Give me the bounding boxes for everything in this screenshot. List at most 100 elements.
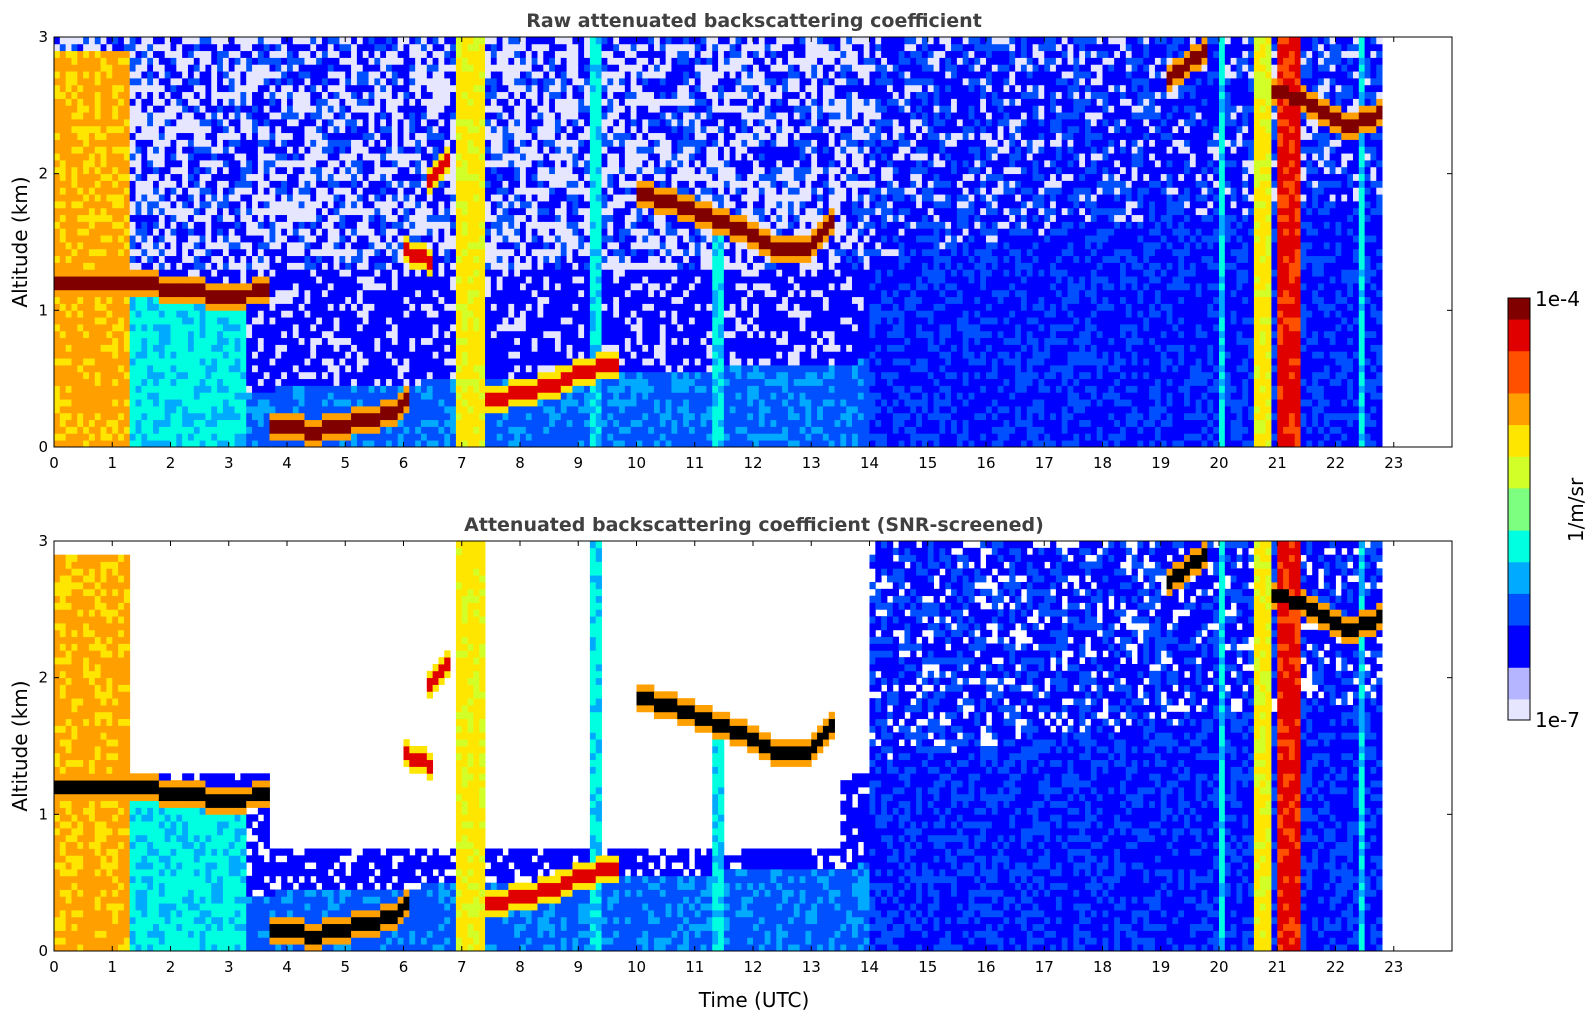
heatmap-cell xyxy=(281,385,288,393)
heatmap-cell xyxy=(217,337,224,345)
heatmap-cell xyxy=(118,166,125,175)
heatmap-cell xyxy=(59,132,67,140)
heatmap-cell xyxy=(217,119,224,127)
heatmap-cell xyxy=(485,214,492,222)
heatmap-cell xyxy=(287,153,294,161)
heatmap-cell xyxy=(106,119,113,127)
heatmap-cell xyxy=(514,71,521,79)
heatmap-cell xyxy=(141,406,148,414)
heatmap-cell xyxy=(281,344,288,352)
heatmap-cell xyxy=(485,37,492,45)
heatmap-cell xyxy=(298,426,305,434)
heatmap-cell xyxy=(94,262,102,270)
heatmap-cell xyxy=(77,166,84,175)
heatmap-cell xyxy=(287,105,294,113)
heatmap-cell xyxy=(170,351,177,359)
heatmap-cell xyxy=(88,160,96,168)
heatmap-cell xyxy=(345,296,352,304)
heatmap-cell xyxy=(327,207,335,216)
heatmap-cell xyxy=(106,166,113,175)
heatmap-cell xyxy=(257,344,265,352)
heatmap-cell xyxy=(333,37,340,45)
heatmap-cell xyxy=(374,132,381,140)
heatmap-cell xyxy=(520,173,527,181)
heatmap-cell xyxy=(485,71,492,79)
heatmap-cell xyxy=(362,440,369,448)
heatmap-cell xyxy=(426,440,434,448)
heatmap-cell xyxy=(490,201,498,209)
heatmap-cell xyxy=(479,119,486,127)
heatmap-cell xyxy=(391,180,399,188)
heatmap-cell xyxy=(496,440,503,448)
heatmap-cell xyxy=(211,378,218,386)
heatmap-cell xyxy=(444,37,451,45)
heatmap-cell xyxy=(281,201,288,209)
heatmap-cell xyxy=(415,406,422,414)
heatmap-cell xyxy=(368,64,375,72)
heatmap-cell xyxy=(310,180,317,188)
heatmap-cell xyxy=(415,317,422,325)
heatmap-cell xyxy=(123,310,131,318)
heatmap-cell xyxy=(106,91,113,99)
heatmap-cell xyxy=(100,378,107,386)
heatmap-cell xyxy=(71,303,78,311)
heatmap-cell xyxy=(187,276,195,284)
heatmap-cell xyxy=(83,351,90,359)
heatmap-cell xyxy=(228,412,235,421)
heatmap-cell xyxy=(240,37,247,45)
heatmap-cell xyxy=(287,180,294,188)
heatmap-cell xyxy=(461,71,468,79)
heatmap-cell xyxy=(380,132,387,140)
heatmap-cell xyxy=(269,173,276,181)
heatmap-cell xyxy=(269,365,276,373)
heatmap-cell xyxy=(316,91,323,99)
heatmap-cell xyxy=(187,242,195,250)
heatmap-cell xyxy=(59,255,67,263)
heatmap-cell xyxy=(170,255,177,263)
heatmap-cell xyxy=(269,71,276,79)
heatmap-cell xyxy=(187,214,195,222)
heatmap-cell xyxy=(77,64,84,72)
heatmap-cell xyxy=(217,201,224,209)
heatmap-cell xyxy=(438,296,445,304)
heatmap-cell xyxy=(420,255,428,263)
heatmap-cell xyxy=(263,344,270,352)
heatmap-cell xyxy=(426,105,434,113)
heatmap-cell xyxy=(118,228,125,236)
heatmap-cell xyxy=(391,71,399,79)
heatmap-cell xyxy=(106,344,113,352)
heatmap-cell xyxy=(327,262,335,270)
heatmap-cell xyxy=(426,392,434,400)
heatmap-cell xyxy=(298,125,305,134)
heatmap-cell xyxy=(240,276,247,284)
heatmap-cell xyxy=(525,419,533,427)
heatmap-cell xyxy=(391,187,399,195)
heatmap-cell xyxy=(333,105,340,113)
heatmap-cell xyxy=(269,351,276,359)
heatmap-cell xyxy=(182,344,189,352)
heatmap-cell xyxy=(520,255,527,263)
heatmap-cell xyxy=(467,173,474,181)
heatmap-cell xyxy=(170,50,177,58)
heatmap-cell xyxy=(455,146,463,154)
heatmap-cell xyxy=(455,125,463,134)
heatmap-cell xyxy=(485,64,492,72)
heatmap-cell xyxy=(141,324,148,332)
heatmap-cell xyxy=(158,276,166,284)
heatmap-cell xyxy=(514,440,521,448)
heatmap-cell xyxy=(368,344,375,352)
heatmap-cell xyxy=(193,146,201,154)
heatmap-cell xyxy=(426,283,434,291)
heatmap-cell xyxy=(118,214,125,222)
heatmap-cell xyxy=(240,50,247,58)
heatmap-cell xyxy=(444,119,451,127)
heatmap-cell xyxy=(362,365,369,373)
heatmap-cell xyxy=(420,262,428,270)
heatmap-cell xyxy=(339,207,346,216)
heatmap-cell xyxy=(420,378,428,386)
heatmap-cell xyxy=(426,330,434,339)
heatmap-cell xyxy=(321,146,329,154)
heatmap-cell xyxy=(65,214,72,222)
heatmap-cell xyxy=(88,296,96,304)
heatmap-cell xyxy=(362,262,369,270)
